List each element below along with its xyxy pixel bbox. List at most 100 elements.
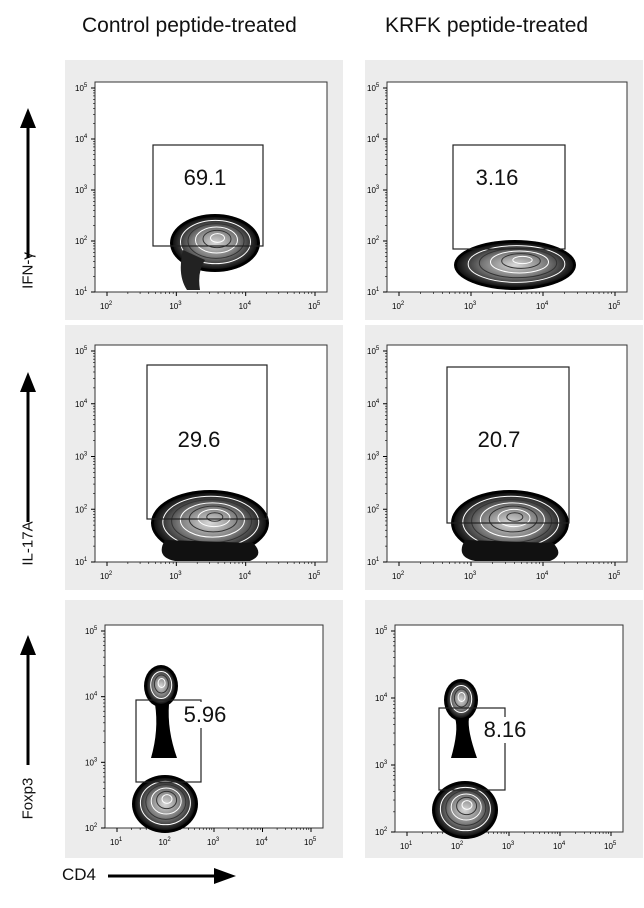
plot-area: 102 103 104 105 101 102 103 104 105 5.96 <box>85 624 324 847</box>
contour-line <box>457 692 466 702</box>
x-tick-label: 105 <box>308 571 321 581</box>
gate-rect <box>438 707 506 791</box>
x-tick-label: 101 <box>110 837 123 847</box>
gate-label-bg <box>181 165 231 191</box>
x-tick-label: 103 <box>169 301 182 311</box>
contour-line <box>439 786 491 832</box>
contour-line <box>512 255 533 265</box>
y-tick-label: 103 <box>375 760 388 770</box>
x-tick-label: 103 <box>169 571 182 581</box>
contour-line <box>506 512 524 522</box>
gate-percent: 20.7 <box>478 427 521 452</box>
panel-foxp3-control: 102 103 104 105 101 102 103 104 105 5.96 <box>65 600 343 858</box>
y-tick-label: 103 <box>75 185 88 195</box>
contour-line <box>139 780 191 826</box>
y-tick-label: 101 <box>75 557 88 567</box>
gate-rect <box>446 366 570 524</box>
contour-line <box>161 794 173 804</box>
contour-line <box>150 787 182 815</box>
contour-line <box>153 674 169 694</box>
contour-line <box>197 508 231 528</box>
contour-line <box>145 784 187 820</box>
y-tick-label: 105 <box>375 626 388 636</box>
contour-line <box>450 685 473 713</box>
column-title-control: Control peptide-treated <box>82 14 297 37</box>
contour-line <box>490 250 549 274</box>
y-tick-label: 105 <box>367 346 380 356</box>
x-tick-label: 104 <box>553 841 566 851</box>
y-tick-label: 101 <box>75 287 88 297</box>
contour-line <box>456 796 478 816</box>
contour-plot <box>432 679 498 839</box>
y-tick-label: 102 <box>375 827 388 837</box>
x-tick-label: 102 <box>100 571 113 581</box>
y-tick-label: 103 <box>85 757 98 767</box>
contour-line <box>453 688 469 708</box>
x-tick-label: 105 <box>308 301 321 311</box>
gate-percent: 5.96 <box>184 702 227 727</box>
x-tick-label: 104 <box>239 571 252 581</box>
y-tick-label: 104 <box>375 693 388 703</box>
contour-line <box>180 219 251 265</box>
contour-line <box>156 790 178 810</box>
contour-line <box>467 245 566 283</box>
contour-line <box>488 505 538 533</box>
gate-label-bg <box>481 717 531 743</box>
gate-rect <box>152 144 264 247</box>
x-tick-label: 103 <box>207 837 220 847</box>
contour-line <box>497 508 531 528</box>
plot-area: 101 102 103 104 105 102 103 104 105 20.7 <box>367 344 628 581</box>
x-tick-label: 102 <box>159 837 172 847</box>
y-tick-label: 103 <box>75 452 88 462</box>
x-tick-label: 102 <box>100 301 113 311</box>
gate-percent: 3.16 <box>476 165 519 190</box>
y-tick-label: 101 <box>367 287 380 297</box>
x-arrow <box>108 868 236 884</box>
y-tick-label: 104 <box>75 399 88 409</box>
y-tick-label: 105 <box>75 83 88 93</box>
y-tick-label: 102 <box>75 504 88 514</box>
contour-line <box>445 790 487 826</box>
contour-line <box>210 233 225 243</box>
gate-rect <box>452 144 566 250</box>
contour-plot <box>132 665 198 833</box>
y-arrow-row1 <box>20 108 36 258</box>
y-arrow-row3 <box>20 635 36 765</box>
y-tick-label: 104 <box>75 134 88 144</box>
contour-line <box>157 678 166 688</box>
contour-plot <box>451 490 569 561</box>
contour-line <box>478 247 558 279</box>
contour-line <box>501 253 541 269</box>
x-tick-label: 103 <box>464 571 477 581</box>
plot-area: 102 103 104 105 101 102 103 104 105 8.16 <box>375 624 624 851</box>
panel-ifn-krfk: 101 102 103 104 105 102 103 104 105 3.16 <box>365 60 643 320</box>
gate-percent: 69.1 <box>184 165 227 190</box>
gate-label-bg <box>181 702 231 728</box>
x-tick-label: 102 <box>392 301 405 311</box>
column-title-krfk: KRFK peptide-treated <box>385 14 589 37</box>
contour-line <box>195 226 238 254</box>
contour-line <box>479 502 545 538</box>
x-tick-label: 104 <box>536 301 549 311</box>
y-tick-label: 104 <box>367 134 380 144</box>
x-tick-label: 105 <box>604 841 617 851</box>
x-axis-label: CD4 <box>62 865 97 884</box>
x-tick-label: 102 <box>392 571 405 581</box>
contour-line <box>187 223 245 259</box>
gate-label-bg <box>175 427 225 453</box>
x-tick-label: 103 <box>502 841 515 851</box>
y-tick-label: 102 <box>367 504 380 514</box>
contour-density <box>154 493 266 553</box>
contour-density <box>457 243 573 287</box>
x-tick-label: 101 <box>400 841 413 851</box>
plot-area: 101 102 103 104 105 102 103 104 105 29.6 <box>75 344 328 581</box>
contour-line <box>450 793 482 821</box>
x-tick-label: 103 <box>464 301 477 311</box>
gate-percent: 29.6 <box>178 427 221 452</box>
row-label-foxp3: Foxp3 <box>19 777 37 820</box>
x-tick-label: 102 <box>451 841 464 851</box>
y-tick-label: 102 <box>75 236 88 246</box>
contour-line <box>202 229 232 249</box>
gate-percent: 8.16 <box>484 717 527 742</box>
gate-label-bg <box>475 427 525 453</box>
